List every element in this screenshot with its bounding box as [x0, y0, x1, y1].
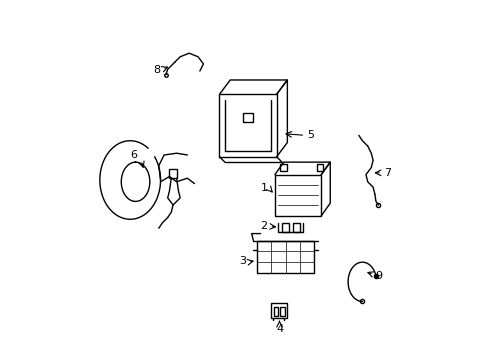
Text: 3: 3: [239, 256, 246, 266]
Bar: [169, 169, 177, 178]
Text: 9: 9: [374, 271, 382, 281]
Text: 2: 2: [259, 221, 266, 231]
Bar: [257, 241, 313, 273]
Bar: [280, 307, 284, 316]
Text: 8: 8: [153, 65, 160, 75]
Text: 5: 5: [306, 130, 313, 140]
Text: 6: 6: [130, 150, 137, 160]
Bar: [280, 165, 286, 171]
Text: 4: 4: [275, 324, 283, 334]
Bar: [282, 223, 288, 232]
Bar: [292, 223, 299, 232]
Text: 7: 7: [383, 168, 390, 178]
Bar: [242, 113, 253, 122]
Text: 1: 1: [260, 183, 267, 193]
Bar: [274, 307, 278, 316]
Bar: [316, 165, 323, 171]
Bar: [271, 303, 287, 318]
Bar: [274, 175, 321, 216]
